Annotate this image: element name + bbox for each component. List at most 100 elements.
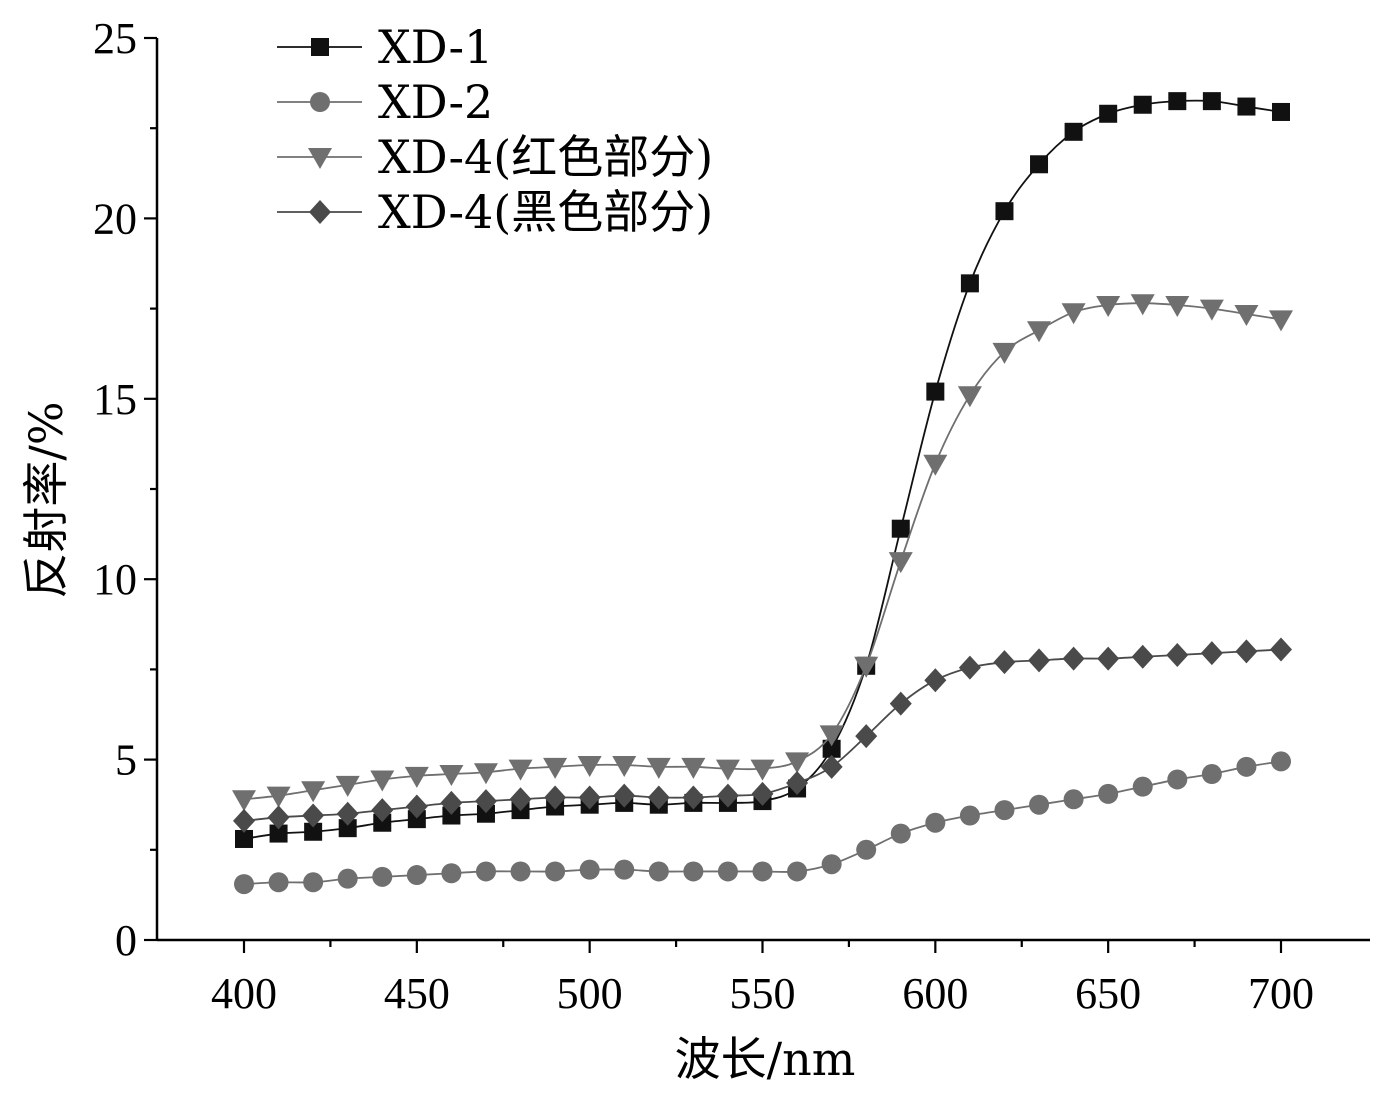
- data-point: [856, 839, 877, 860]
- data-point: [1272, 102, 1290, 121]
- data-point: [405, 794, 428, 819]
- data-point: [1130, 294, 1155, 316]
- data-point: [648, 861, 669, 882]
- data-point: [509, 787, 532, 812]
- data-point: [1064, 122, 1083, 141]
- data-point: [614, 859, 635, 880]
- legend: XD-1XD-2XD-4(红色部分)XD-4(黑色部分): [277, 20, 713, 239]
- data-point: [923, 454, 948, 476]
- data-point: [1063, 789, 1084, 810]
- data-point: [1167, 769, 1188, 790]
- data-point: [1098, 783, 1119, 804]
- data-point: [1062, 646, 1085, 671]
- data-point: [406, 865, 427, 886]
- legend-item-3: XD-4(红色部分): [277, 130, 713, 184]
- data-point: [1131, 644, 1154, 669]
- data-point: [473, 763, 498, 785]
- data-point: [301, 781, 326, 803]
- data-point: [1234, 305, 1259, 327]
- y-axis-title: 反射率/%: [19, 401, 73, 598]
- data-point: [338, 819, 357, 838]
- data-point: [578, 785, 601, 810]
- data-point: [993, 650, 1016, 675]
- data-point: [508, 759, 533, 781]
- data-point: [337, 868, 358, 889]
- data-point: [1028, 648, 1051, 673]
- data-point: [1097, 646, 1120, 671]
- y-tick-label: 20: [93, 194, 137, 243]
- data-point: [924, 668, 947, 693]
- data-point: [577, 756, 602, 778]
- series-3: [232, 294, 1293, 812]
- data-point: [683, 861, 704, 882]
- data-point: [1200, 641, 1223, 666]
- y-tick-label: 15: [93, 375, 137, 424]
- data-point: [1099, 104, 1118, 123]
- data-point: [888, 552, 913, 574]
- data-point: [442, 806, 461, 825]
- data-point: [235, 829, 253, 848]
- data-point: [1061, 303, 1086, 325]
- data-point: [994, 800, 1015, 821]
- data-point: [750, 759, 775, 781]
- data-point: [1166, 642, 1189, 667]
- ticks: 0 5 10 15 20 25 400 450 500 550 600 650 700: [93, 14, 1314, 1018]
- data-point: [786, 771, 809, 796]
- series-4: [233, 637, 1292, 833]
- data-point: [959, 805, 980, 826]
- data-point: [855, 724, 878, 749]
- series-line: [243, 302, 1282, 801]
- data-point: [1271, 751, 1291, 772]
- x-tick-label: 450: [384, 969, 450, 1018]
- data-point: [1027, 321, 1052, 343]
- data-point: [889, 691, 912, 716]
- data-point: [545, 861, 566, 882]
- data-point: [1133, 95, 1152, 114]
- legend-label: XD-2: [378, 75, 493, 129]
- data-point: [234, 874, 254, 895]
- data-point: [474, 789, 497, 814]
- data-point: [787, 861, 808, 882]
- legend-marker: [310, 92, 330, 112]
- y-tick-label: 10: [93, 555, 137, 604]
- data-point: [544, 785, 567, 810]
- x-tick-label: 400: [211, 969, 277, 1018]
- data-point: [303, 872, 324, 893]
- data-point: [1029, 794, 1050, 815]
- legend-item-4: XD-4(黑色部分): [277, 185, 713, 239]
- data-point: [336, 801, 359, 826]
- data-point: [441, 863, 462, 884]
- data-point: [958, 655, 981, 680]
- data-point: [925, 812, 946, 833]
- data-point: [854, 656, 879, 678]
- data-point: [370, 770, 395, 792]
- data-point: [646, 757, 671, 779]
- y-tick-label: 5: [115, 736, 137, 785]
- legend-label: XD-4(黑色部分): [378, 185, 713, 239]
- x-axis-title: 波长/nm: [675, 1032, 856, 1086]
- data-point: [715, 759, 740, 781]
- data-point: [1168, 92, 1187, 111]
- data-point: [957, 386, 982, 408]
- data-point: [716, 783, 739, 808]
- data-point: [752, 861, 773, 882]
- data-point: [1165, 295, 1190, 317]
- data-point: [371, 798, 394, 823]
- data-point: [1202, 92, 1221, 111]
- data-point: [891, 519, 910, 538]
- data-point: [266, 786, 291, 808]
- data-point: [1236, 756, 1257, 777]
- data-point: [821, 854, 842, 875]
- data-point: [302, 803, 325, 828]
- data-point: [612, 756, 637, 778]
- data-point: [681, 757, 706, 779]
- series-2: [234, 751, 1291, 895]
- data-point: [1132, 776, 1153, 797]
- data-point: [613, 783, 636, 808]
- data-point: [1270, 637, 1292, 662]
- data-point: [1201, 764, 1222, 785]
- data-point: [647, 785, 670, 810]
- data-point: [819, 725, 844, 747]
- data-point: [475, 861, 496, 882]
